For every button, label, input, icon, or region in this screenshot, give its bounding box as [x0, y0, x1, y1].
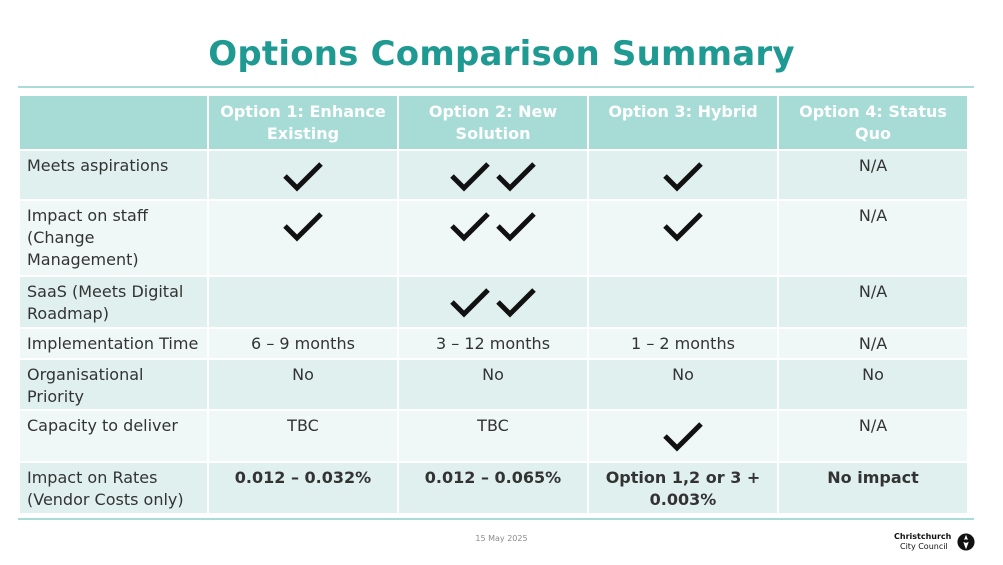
row-label: Meets aspirations — [18, 149, 209, 201]
row-label: Impact on staff (Change Management) — [18, 199, 209, 277]
logo-line-2: City Council — [900, 542, 948, 551]
cell-value: N/A — [858, 206, 888, 225]
check-group — [399, 205, 587, 245]
cell-value: TBC — [287, 416, 319, 435]
header-option-1: Option 1: Enhance Existing — [207, 94, 399, 151]
cell-option-1 — [207, 275, 399, 329]
cell-value: Option 1,2 or 3 + 0.003% — [605, 468, 761, 509]
check-group — [589, 415, 777, 455]
footer-divider — [18, 518, 974, 520]
table-row-capacity-to-deliver: Capacity to deliver TBC TBC N/A — [18, 409, 969, 463]
cell-option-2 — [397, 149, 589, 201]
header-corner — [18, 94, 209, 151]
check-icon — [450, 162, 490, 192]
table-row-impact-on-rates-vendor-costs-only: Impact on Rates (Vendor Costs only) 0.012… — [18, 461, 969, 515]
check-icon — [663, 162, 703, 192]
check-group — [589, 155, 777, 195]
check-group — [589, 205, 777, 245]
cell-option-3 — [587, 409, 779, 463]
cell-option-3: Option 1,2 or 3 + 0.003% — [587, 461, 779, 515]
cell-value: No — [672, 365, 694, 384]
cell-option-1: 0.012 – 0.032% — [207, 461, 399, 515]
cell-value: N/A — [858, 416, 888, 435]
cell-value: 1 – 2 months — [631, 334, 735, 353]
check-group — [209, 155, 397, 195]
council-emblem-icon — [957, 533, 975, 551]
header-option-3: Option 3: Hybrid — [587, 94, 779, 151]
cell-value: No — [292, 365, 314, 384]
cell-value: 0.012 – 0.065% — [424, 468, 562, 487]
cell-option-4: N/A — [777, 199, 969, 277]
row-label: SaaS (Meets Digital Roadmap) — [18, 275, 209, 329]
table-row-impact-on-staff-change-management: Impact on staff (Change Management) N/A — [18, 199, 969, 277]
table-row-implementation-time: Implementation Time 6 – 9 months 3 – 12 mo… — [18, 327, 969, 360]
cell-option-3: 1 – 2 months — [587, 327, 779, 360]
page-title: Options Comparison Summary — [208, 34, 795, 74]
cell-option-2: 0.012 – 0.065% — [397, 461, 589, 515]
check-icon — [496, 162, 536, 192]
cell-value: N/A — [858, 156, 888, 175]
cell-option-1 — [207, 199, 399, 277]
check-group — [209, 205, 397, 245]
cell-option-3 — [587, 275, 779, 329]
cell-option-4: N/A — [777, 149, 969, 201]
cell-value: 3 – 12 months — [435, 334, 551, 353]
check-icon — [496, 288, 536, 318]
header-option-4: Option 4: Status Quo — [777, 94, 969, 151]
header-option-2: Option 2: New Solution — [397, 94, 589, 151]
check-icon — [663, 422, 703, 452]
cell-value: N/A — [858, 282, 888, 301]
cell-option-2 — [397, 275, 589, 329]
check-icon — [283, 162, 323, 192]
cell-option-2: 3 – 12 months — [397, 327, 589, 360]
row-label: Implementation Time — [18, 327, 209, 360]
cell-option-2: No — [397, 358, 589, 411]
check-icon — [663, 212, 703, 242]
cell-option-1 — [207, 149, 399, 201]
check-icon — [283, 212, 323, 242]
check-icon — [450, 288, 490, 318]
cell-option-4: No — [777, 358, 969, 411]
title-divider — [18, 86, 974, 88]
cell-value: TBC — [477, 416, 509, 435]
check-icon — [450, 212, 490, 242]
council-logo: Christchurch City Council — [894, 532, 976, 556]
row-label: Capacity to deliver — [18, 409, 209, 463]
cell-option-3: No — [587, 358, 779, 411]
cell-value: N/A — [858, 334, 888, 353]
check-group — [399, 155, 587, 195]
cell-value: No impact — [827, 468, 919, 487]
table-row-organisational-priority: Organisational Priority No No No No — [18, 358, 969, 411]
options-comparison-table: Option 1: Enhance Existing Option 2: New… — [18, 94, 969, 515]
check-icon — [496, 212, 536, 242]
cell-value: 6 – 9 months — [251, 334, 355, 353]
row-label: Impact on Rates (Vendor Costs only) — [18, 461, 209, 515]
cell-option-1: TBC — [207, 409, 399, 463]
logo-line-1: Christchurch — [894, 532, 952, 541]
cell-option-4: No impact — [777, 461, 969, 515]
cell-value: No — [482, 365, 504, 384]
cell-value: No — [862, 365, 884, 384]
cell-option-1: 6 – 9 months — [207, 327, 399, 360]
cell-option-3 — [587, 149, 779, 201]
cell-option-3 — [587, 199, 779, 277]
footer-date: 15 May 2025 — [475, 534, 528, 543]
cell-option-4: N/A — [777, 275, 969, 329]
row-label: Organisational Priority — [18, 358, 209, 411]
cell-option-4: N/A — [777, 327, 969, 360]
cell-value: 0.012 – 0.032% — [234, 468, 372, 487]
cell-option-2 — [397, 199, 589, 277]
cell-option-1: No — [207, 358, 399, 411]
check-group — [399, 281, 587, 321]
table-row-saas-meets-digital-roadmap: SaaS (Meets Digital Roadmap) N/A — [18, 275, 969, 329]
table-row-meets-aspirations: Meets aspirations N/A — [18, 149, 969, 201]
table-header-row: Option 1: Enhance Existing Option 2: New… — [18, 94, 969, 151]
cell-option-4: N/A — [777, 409, 969, 463]
cell-option-2: TBC — [397, 409, 589, 463]
